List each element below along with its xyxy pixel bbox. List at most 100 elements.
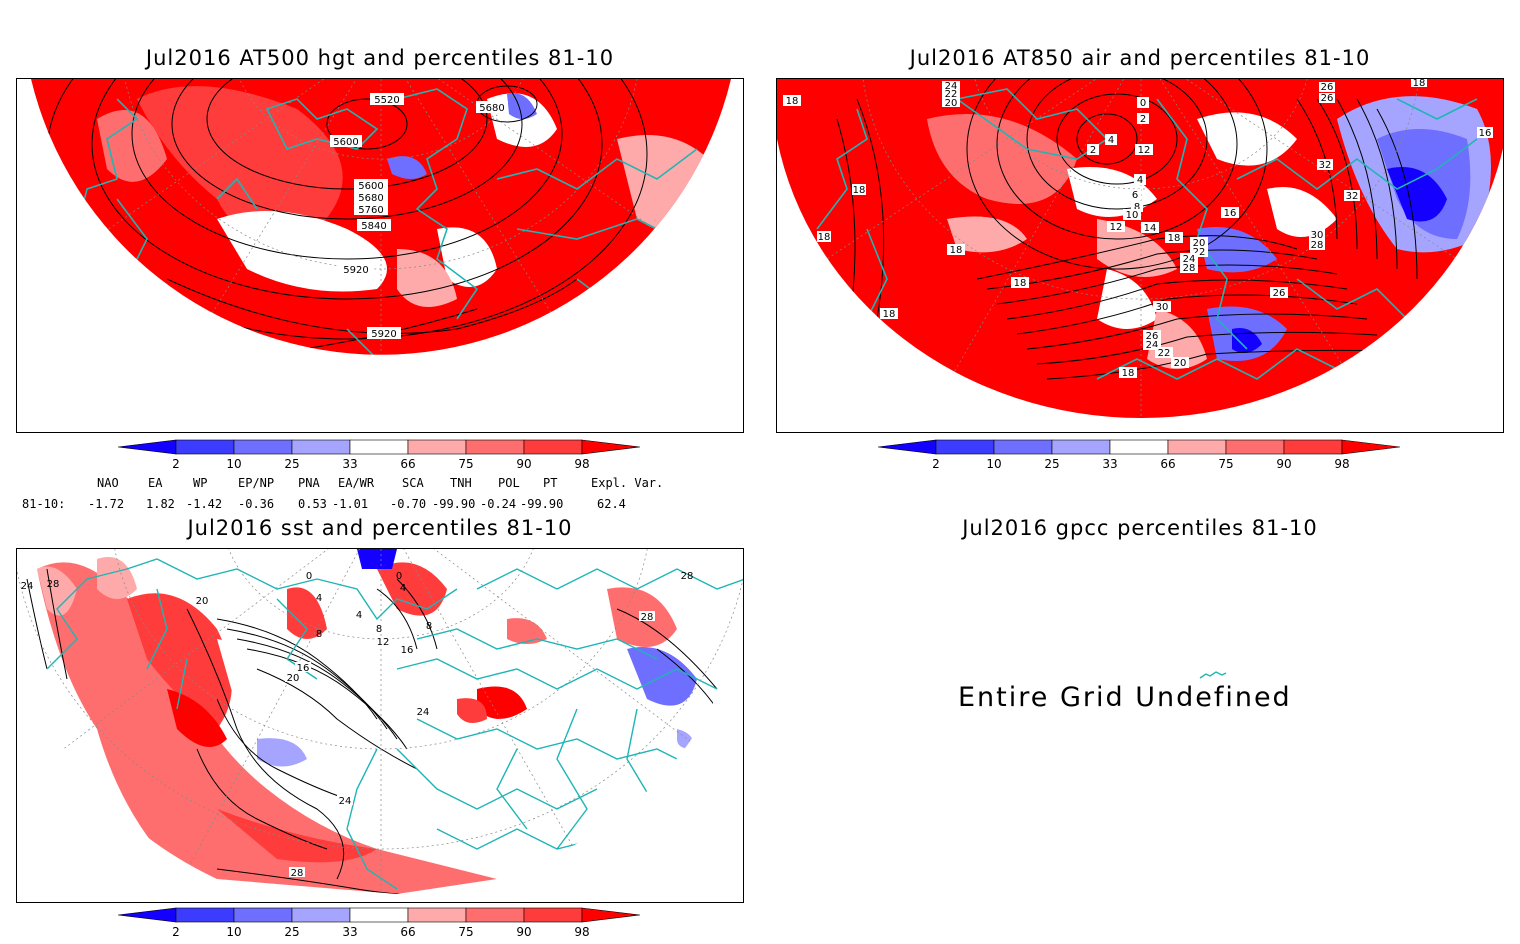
contour-label: 18 bbox=[1122, 368, 1135, 379]
index-value: -0.24 bbox=[480, 497, 517, 511]
index-header: TNH bbox=[450, 476, 472, 490]
contour-label: 30 bbox=[1311, 230, 1324, 241]
colorbar-tick-label: 98 bbox=[574, 925, 589, 939]
contour-label: 5600 bbox=[358, 181, 383, 192]
colorbar-swatch bbox=[175, 907, 235, 923]
index-row-label: 81-10: bbox=[22, 497, 66, 511]
colorbar-tick-label: 25 bbox=[284, 457, 299, 471]
colorbar-tick-label: 10 bbox=[226, 925, 241, 939]
colorbar-swatch bbox=[349, 439, 409, 455]
contour-label: 8 bbox=[316, 629, 322, 640]
index-header: EA/WR bbox=[338, 476, 375, 490]
index-header: SCA bbox=[402, 476, 424, 490]
colorbar-tick-label: 2 bbox=[172, 925, 180, 939]
contour-label: 22 bbox=[1158, 348, 1171, 359]
contour-label: 8 bbox=[426, 621, 432, 632]
contour-label: 5520 bbox=[374, 95, 399, 106]
map-panel-air850: 24 22 20 18 0 2 4 2 12 4 6 8 10 12 14 16… bbox=[776, 78, 1504, 433]
colorbar-tick-label: 90 bbox=[516, 457, 531, 471]
contour-label: 4 bbox=[316, 593, 322, 604]
colorbar-swatch bbox=[523, 439, 583, 455]
undefined-grid-message: Entire Grid Undefined bbox=[958, 682, 1292, 713]
colorbar-tick-label: 66 bbox=[400, 925, 415, 939]
contour-label: 18 bbox=[1014, 278, 1027, 289]
colorbar-tick-label: 75 bbox=[458, 457, 473, 471]
colorbar-tick-label: 10 bbox=[986, 457, 1001, 471]
contour-label: 22 bbox=[945, 89, 958, 100]
colorbar-swatch bbox=[175, 439, 235, 455]
contour-label: 14 bbox=[1144, 223, 1157, 234]
index-value: -1.72 bbox=[88, 497, 125, 511]
contour-label: 32 bbox=[1319, 160, 1332, 171]
colorbar-graphic: 2 10 25 33 66 75 90 98 bbox=[117, 907, 641, 939]
colorbar-tick-label: 75 bbox=[458, 925, 473, 939]
colorbar-swatch bbox=[523, 907, 583, 923]
contour-label: 28 bbox=[1183, 263, 1196, 274]
contour-label: 6 bbox=[1132, 190, 1138, 201]
colorbar-swatch bbox=[993, 439, 1053, 455]
colorbar-tick-label: 25 bbox=[284, 925, 299, 939]
panel-title-hgt500: Jul2016 AT500 hgt and percentiles 81-10 bbox=[145, 46, 615, 70]
index-header: WP bbox=[193, 476, 208, 490]
contour-label: 16 bbox=[1479, 128, 1492, 139]
colorbar-swatch bbox=[291, 439, 351, 455]
index-value: 1.82 bbox=[146, 497, 175, 511]
colorbar-graphic: 2 10 25 33 66 75 90 98 bbox=[877, 439, 1401, 471]
contour-label: 22 bbox=[1193, 247, 1206, 258]
index-value: -1.01 bbox=[332, 497, 369, 511]
contour-label: 28 bbox=[641, 612, 654, 623]
colorbar-tick-label: 33 bbox=[342, 457, 357, 471]
colorbar-arrow-low bbox=[117, 439, 177, 455]
contour-label: 5680 bbox=[479, 103, 504, 114]
contour-label: 5680 bbox=[358, 193, 383, 204]
contour-label: 24 bbox=[1183, 254, 1196, 265]
contour-label: 5760 bbox=[358, 205, 383, 216]
contour-label: 10 bbox=[1126, 210, 1139, 221]
colorbar-tick-label: 33 bbox=[1102, 457, 1117, 471]
colorbar-tick-label: 66 bbox=[400, 457, 415, 471]
contour-label: 2 bbox=[1140, 114, 1146, 125]
colorbar-tick-label: 66 bbox=[1160, 457, 1175, 471]
map-panel-sst: 24 28 20 0 4 8 4 8 12 16 16 20 24 24 28 … bbox=[16, 548, 744, 903]
contour-label: 5920 bbox=[343, 265, 368, 276]
contour-label: 20 bbox=[1174, 358, 1187, 369]
colorbar-swatch bbox=[349, 907, 409, 923]
contour-label: 24 bbox=[945, 81, 958, 92]
contour-label: 28 bbox=[681, 571, 694, 582]
colorbar-tick-label: 90 bbox=[1276, 457, 1291, 471]
contour-label: 4 bbox=[1137, 175, 1143, 186]
map-panel-hgt500: 5520 5680 5600 5600 5680 5760 5840 5920 … bbox=[16, 78, 744, 433]
map-hgt500: 5520 5680 5600 5600 5680 5760 5840 5920 … bbox=[31, 79, 731, 355]
colorbar-arrow-low bbox=[877, 439, 937, 455]
colorbar-arrow-high bbox=[581, 907, 641, 923]
index-header: PNA bbox=[298, 476, 320, 490]
contour-label: 0 bbox=[396, 571, 402, 582]
colorbar-swatch bbox=[1167, 439, 1227, 455]
small-island-icon bbox=[1199, 671, 1227, 679]
contour-label: 8 bbox=[376, 624, 382, 635]
contour-label: 18 bbox=[818, 232, 831, 243]
contour-label: 12 bbox=[1110, 222, 1123, 233]
index-value: -99.90 bbox=[520, 497, 564, 511]
contour-label: 24 bbox=[1146, 340, 1159, 351]
index-header: POL bbox=[498, 476, 520, 490]
index-value: 0.53 bbox=[298, 497, 327, 511]
index-value: -1.42 bbox=[186, 497, 223, 511]
contour-label: 26 bbox=[1146, 331, 1159, 342]
contour-label: 5920 bbox=[371, 329, 396, 340]
index-header: PT bbox=[543, 476, 558, 490]
index-value: 62.4 bbox=[597, 497, 626, 511]
colorbar-arrow-high bbox=[1341, 439, 1401, 455]
contour-label: 0 bbox=[306, 571, 312, 582]
contour-label: 26 bbox=[1321, 82, 1334, 93]
colorbar-tick-label: 98 bbox=[1334, 457, 1349, 471]
colorbar-swatch bbox=[233, 439, 293, 455]
colorbar-swatch bbox=[291, 907, 351, 923]
contour-label: 32 bbox=[1346, 191, 1359, 202]
map-air850: 24 22 20 18 0 2 4 2 12 4 6 8 10 12 14 16… bbox=[777, 79, 1503, 419]
colorbar-swatch bbox=[1225, 439, 1285, 455]
panel-title-sst: Jul2016 sst and percentiles 81-10 bbox=[187, 516, 573, 540]
contour-label: 4 bbox=[356, 610, 362, 621]
colorbar-tick-label: 2 bbox=[172, 457, 180, 471]
contour-label: 20 bbox=[1193, 238, 1206, 249]
